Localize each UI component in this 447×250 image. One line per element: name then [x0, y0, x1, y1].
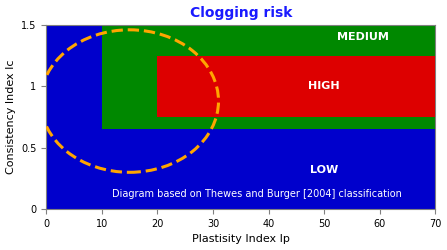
Text: Diagram based on Thewes and Burger [2004] classification: Diagram based on Thewes and Burger [2004…: [113, 189, 402, 199]
Text: HIGH: HIGH: [308, 81, 340, 91]
Bar: [102, 25, 435, 129]
Title: Clogging risk: Clogging risk: [190, 6, 292, 20]
Text: LOW: LOW: [310, 165, 338, 175]
Y-axis label: Consistency Index Ic: Consistency Index Ic: [5, 60, 16, 174]
Text: MEDIUM: MEDIUM: [337, 32, 389, 42]
X-axis label: Plastisity Index Ip: Plastisity Index Ip: [192, 234, 290, 244]
Bar: [157, 56, 435, 117]
